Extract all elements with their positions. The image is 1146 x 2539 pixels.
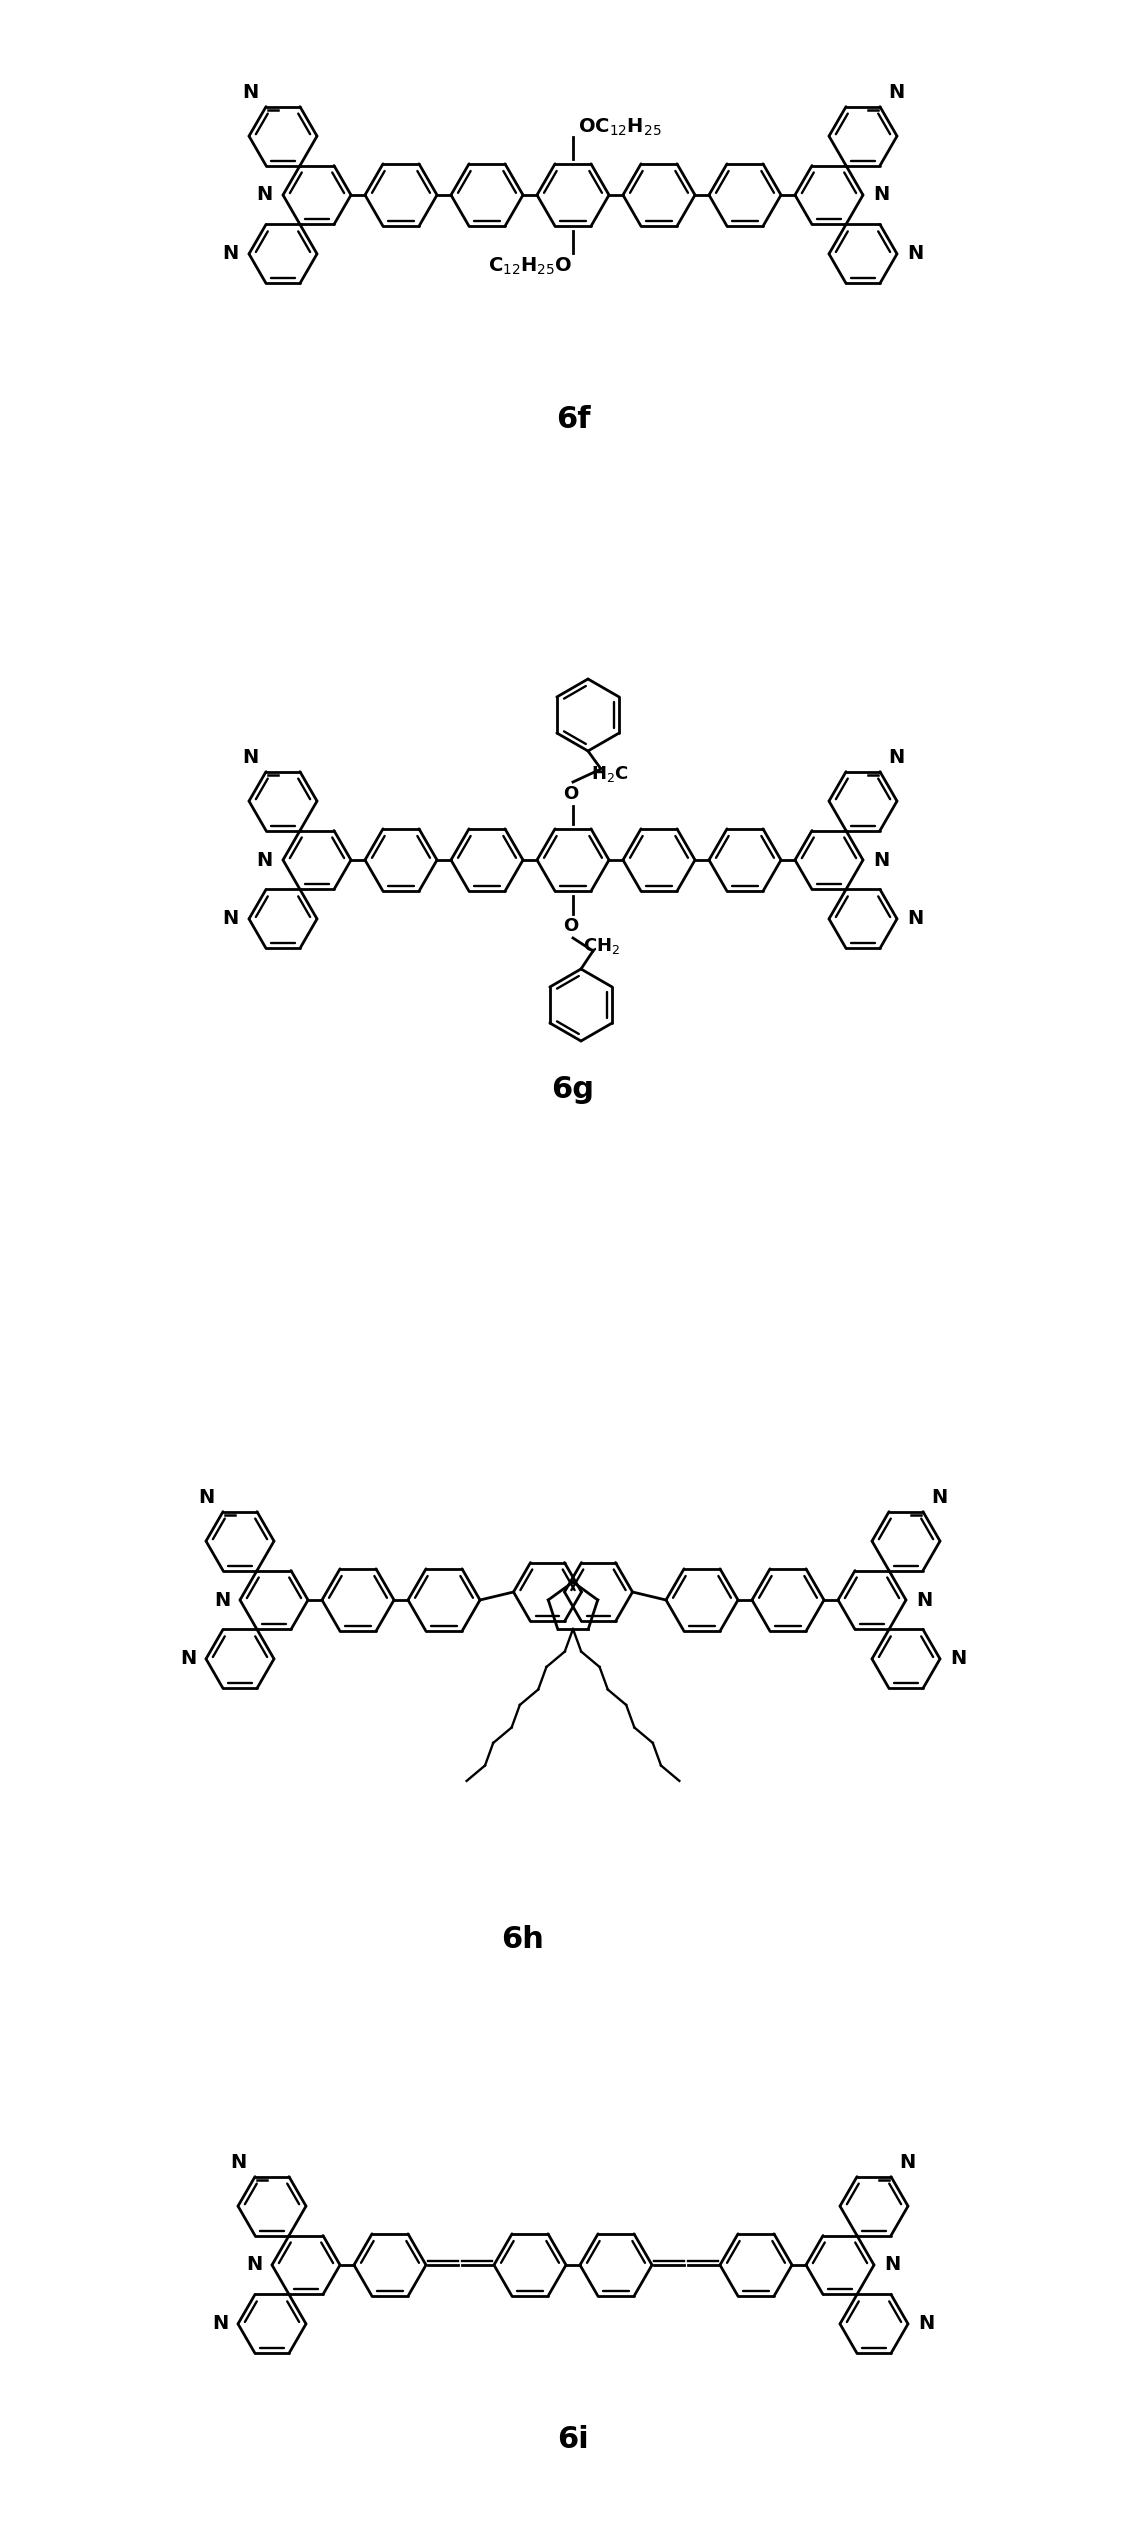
Text: N: N: [222, 244, 240, 264]
Text: N: N: [242, 84, 258, 102]
Text: 6f: 6f: [556, 406, 590, 434]
Text: N: N: [888, 84, 904, 102]
Text: N: N: [222, 909, 240, 929]
Text: N: N: [950, 1650, 966, 1668]
Text: 6h: 6h: [502, 1925, 544, 1955]
Text: O: O: [564, 917, 579, 934]
Text: N: N: [214, 1589, 230, 1610]
Text: CH$_2$: CH$_2$: [583, 937, 620, 957]
Text: N: N: [242, 746, 258, 767]
Text: 6i: 6i: [557, 2425, 589, 2455]
Text: N: N: [888, 746, 904, 767]
Text: 6g: 6g: [551, 1077, 595, 1104]
Text: N: N: [931, 1488, 948, 1506]
Text: N: N: [257, 851, 273, 868]
Text: N: N: [245, 2255, 262, 2275]
Text: N: N: [873, 851, 889, 868]
Text: N: N: [873, 185, 889, 206]
Text: N: N: [180, 1650, 196, 1668]
Text: N: N: [916, 1589, 932, 1610]
Text: N: N: [918, 2316, 934, 2333]
Text: N: N: [212, 2316, 228, 2333]
Text: N: N: [884, 2255, 901, 2275]
Text: N: N: [230, 2153, 248, 2171]
Text: OC$_{12}$H$_{25}$: OC$_{12}$H$_{25}$: [578, 117, 661, 137]
Text: N: N: [257, 185, 273, 206]
Text: N: N: [198, 1488, 215, 1506]
Text: H$_2$C: H$_2$C: [591, 764, 629, 785]
Text: N: N: [898, 2153, 916, 2171]
Text: O: O: [564, 785, 579, 802]
Text: N: N: [906, 909, 924, 929]
Text: N: N: [906, 244, 924, 264]
Text: C$_{12}$H$_{25}$O: C$_{12}$H$_{25}$O: [488, 256, 573, 277]
